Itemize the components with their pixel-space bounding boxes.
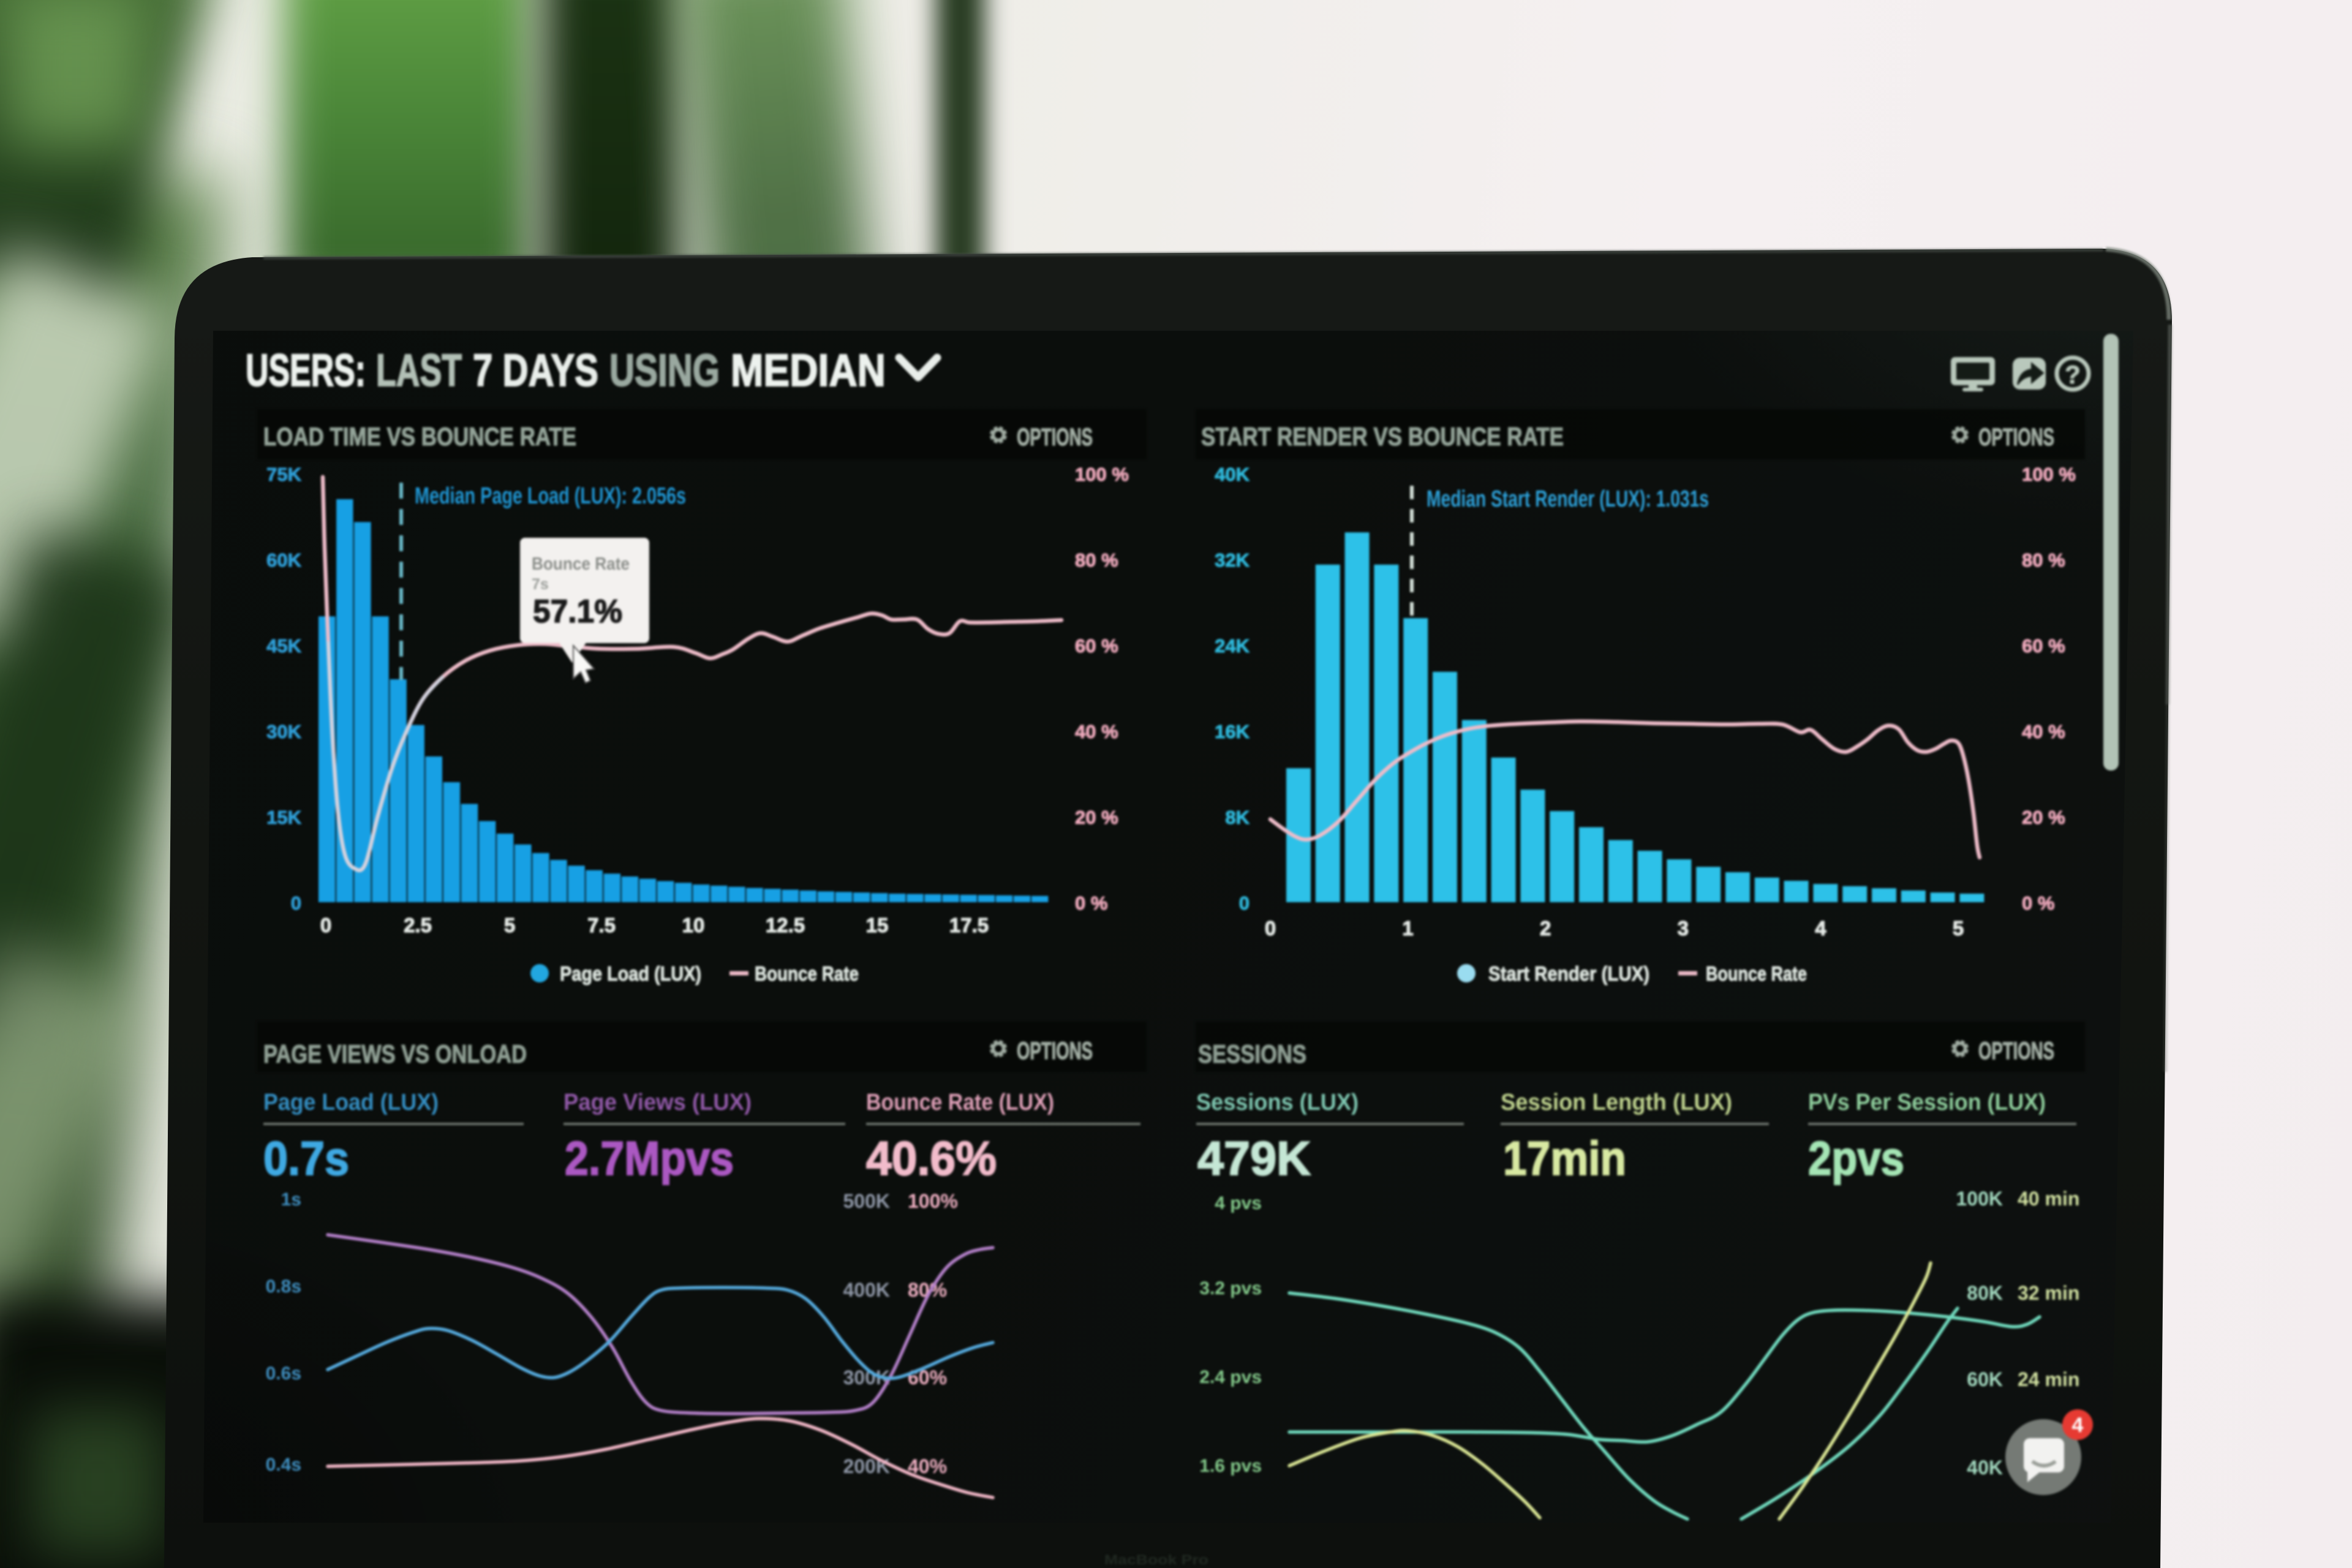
svg-text:100K: 100K xyxy=(1956,1188,2003,1210)
svg-text:1s: 1s xyxy=(281,1189,301,1210)
svg-text:2.7Mpvs: 2.7Mpvs xyxy=(565,1131,734,1185)
svg-text:40K: 40K xyxy=(1967,1457,2003,1479)
svg-text:75K: 75K xyxy=(266,464,301,485)
svg-text:17min: 17min xyxy=(1503,1131,1626,1185)
svg-text:40 min: 40 min xyxy=(2018,1188,2079,1210)
svg-text:0.7s: 0.7s xyxy=(263,1131,349,1185)
svg-text:4 pvs: 4 pvs xyxy=(1215,1193,1262,1213)
svg-text:60 %: 60 % xyxy=(2022,635,2065,657)
svg-text:Start Render (LUX): Start Render (LUX) xyxy=(1488,962,1649,985)
svg-text:2.5: 2.5 xyxy=(404,914,432,937)
svg-text:40 %: 40 % xyxy=(1075,721,1118,742)
svg-text:40K: 40K xyxy=(1215,464,1250,485)
svg-text:MEDIAN: MEDIAN xyxy=(731,345,886,396)
svg-text:500K: 500K xyxy=(843,1190,891,1212)
svg-text:0.6s: 0.6s xyxy=(266,1363,301,1384)
svg-text:LAST: LAST xyxy=(376,345,462,396)
svg-text:Bounce Rate: Bounce Rate xyxy=(755,962,859,985)
svg-text:16K: 16K xyxy=(1215,721,1250,742)
svg-text:0: 0 xyxy=(1239,892,1250,914)
svg-text:20 %: 20 % xyxy=(1075,807,1118,828)
svg-text:12.5: 12.5 xyxy=(766,914,805,937)
svg-text:7 DAYS: 7 DAYS xyxy=(473,345,598,396)
svg-text:10: 10 xyxy=(682,914,705,937)
svg-text:4: 4 xyxy=(1815,917,1826,940)
svg-text:START RENDER VS BOUNCE RATE: START RENDER VS BOUNCE RATE xyxy=(1201,422,1564,451)
svg-text:7s: 7s xyxy=(532,576,549,593)
svg-text:PAGE VIEWS VS ONLOAD: PAGE VIEWS VS ONLOAD xyxy=(263,1039,527,1068)
svg-text:Bounce Rate: Bounce Rate xyxy=(532,554,630,574)
svg-text:Median Start Render (LUX): 1.0: Median Start Render (LUX): 1.031s xyxy=(1427,486,1709,512)
svg-text:0.8s: 0.8s xyxy=(266,1276,301,1297)
svg-text:100 %: 100 % xyxy=(2022,464,2076,485)
svg-text:5: 5 xyxy=(1953,917,1964,940)
svg-text:40 %: 40 % xyxy=(2022,721,2065,742)
svg-text:USING: USING xyxy=(609,345,720,396)
svg-text:60K: 60K xyxy=(1967,1368,2003,1390)
svg-text:15: 15 xyxy=(866,914,889,937)
svg-text:2: 2 xyxy=(1540,917,1551,940)
svg-text:15K: 15K xyxy=(266,807,301,828)
svg-text:24K: 24K xyxy=(1215,635,1250,657)
svg-text:PVs Per Session (LUX): PVs Per Session (LUX) xyxy=(1808,1090,2046,1115)
svg-text:60 %: 60 % xyxy=(1075,635,1118,657)
svg-text:100%: 100% xyxy=(908,1190,958,1212)
svg-text:0 %: 0 % xyxy=(2022,892,2054,914)
svg-text:32K: 32K xyxy=(1215,549,1250,571)
svg-text:Bounce Rate: Bounce Rate xyxy=(1706,962,1807,985)
svg-text:200K: 200K xyxy=(843,1455,891,1477)
svg-text:Page Load (LUX): Page Load (LUX) xyxy=(263,1090,439,1115)
svg-text:60K: 60K xyxy=(266,549,301,571)
svg-text:OPTIONS: OPTIONS xyxy=(1978,1038,2054,1065)
svg-text:0: 0 xyxy=(291,892,301,914)
svg-text:8K: 8K xyxy=(1225,807,1250,828)
svg-text:40.6%: 40.6% xyxy=(866,1131,997,1185)
svg-text:OPTIONS: OPTIONS xyxy=(1978,424,2054,451)
svg-text:1.6 pvs: 1.6 pvs xyxy=(1199,1456,1262,1476)
svg-text:60%: 60% xyxy=(908,1366,947,1389)
svg-text:3: 3 xyxy=(1678,917,1689,940)
svg-text:400K: 400K xyxy=(843,1279,891,1301)
svg-text:4: 4 xyxy=(2072,1414,2084,1437)
svg-text:0.4s: 0.4s xyxy=(266,1455,301,1475)
svg-text:LOAD TIME VS BOUNCE RATE: LOAD TIME VS BOUNCE RATE xyxy=(263,422,576,451)
svg-text:0: 0 xyxy=(320,914,331,937)
svg-text:80 %: 80 % xyxy=(2022,549,2065,571)
svg-text:0: 0 xyxy=(1265,917,1276,940)
svg-text:80 %: 80 % xyxy=(1075,549,1118,571)
svg-text:5: 5 xyxy=(504,914,515,937)
svg-text:2.4 pvs: 2.4 pvs xyxy=(1199,1367,1262,1387)
svg-text:40%: 40% xyxy=(908,1455,947,1477)
svg-text:30K: 30K xyxy=(266,721,301,742)
svg-text:MacBook Pro: MacBook Pro xyxy=(1104,1552,1208,1567)
svg-text:24 min: 24 min xyxy=(2018,1368,2079,1390)
svg-text:100 %: 100 % xyxy=(1075,464,1129,485)
svg-text:20 %: 20 % xyxy=(2022,807,2065,828)
svg-text:45K: 45K xyxy=(266,635,301,657)
svg-text:Session Length (LUX): Session Length (LUX) xyxy=(1501,1090,1732,1115)
svg-text:3.2 pvs: 3.2 pvs xyxy=(1199,1278,1262,1298)
svg-text:Bounce Rate (LUX): Bounce Rate (LUX) xyxy=(866,1090,1054,1115)
svg-text:OPTIONS: OPTIONS xyxy=(1017,1038,1093,1065)
svg-text:0 %: 0 % xyxy=(1075,892,1107,914)
svg-text:Page Views (LUX): Page Views (LUX) xyxy=(564,1090,752,1115)
svg-text:2pvs: 2pvs xyxy=(1808,1131,1904,1185)
svg-text:OPTIONS: OPTIONS xyxy=(1017,424,1093,451)
svg-text:USERS:: USERS: xyxy=(246,345,366,396)
svg-text:Median Page Load (LUX): 2.056s: Median Page Load (LUX): 2.056s xyxy=(415,483,686,509)
svg-text:32 min: 32 min xyxy=(2018,1282,2079,1304)
svg-text:Sessions (LUX): Sessions (LUX) xyxy=(1196,1090,1359,1115)
svg-text:479K: 479K xyxy=(1197,1131,1311,1185)
svg-text:SESSIONS: SESSIONS xyxy=(1198,1039,1306,1068)
svg-text:80K: 80K xyxy=(1967,1282,2003,1304)
svg-text:?: ? xyxy=(2065,360,2081,389)
svg-text:Page Load (LUX): Page Load (LUX) xyxy=(560,962,701,985)
svg-text:17.5: 17.5 xyxy=(949,914,989,937)
svg-text:1: 1 xyxy=(1402,917,1413,940)
svg-text:57.1%: 57.1% xyxy=(533,594,622,630)
svg-text:7.5: 7.5 xyxy=(587,914,616,937)
